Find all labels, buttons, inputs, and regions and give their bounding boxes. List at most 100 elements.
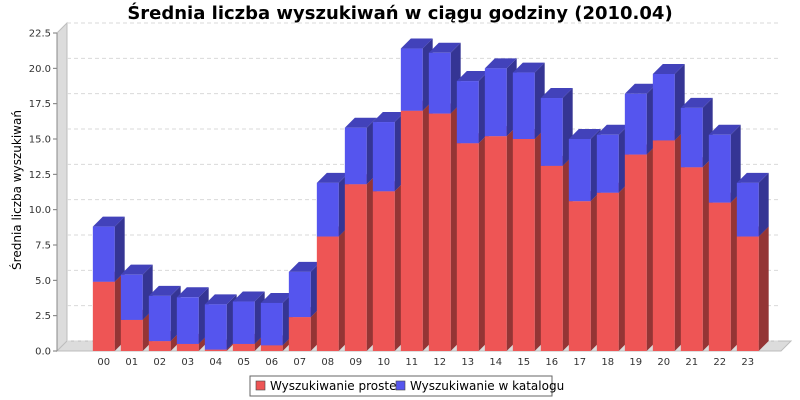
bar-catalog-01-top xyxy=(120,264,153,275)
bar-catalog-18-top xyxy=(596,124,629,135)
bar-catalog-16-top xyxy=(540,88,573,99)
bar-catalog-06-top xyxy=(260,292,293,303)
bar-simple-00 xyxy=(92,281,115,351)
bar-simple-18 xyxy=(596,192,619,351)
bar-catalog-22 xyxy=(708,134,731,203)
bar-catalog-22-top xyxy=(708,124,741,135)
y-tick-label: 10.0 xyxy=(29,205,51,216)
x-tick-label: 04 xyxy=(209,357,222,368)
x-tick-label: 17 xyxy=(573,357,586,368)
bar-catalog-14 xyxy=(484,68,507,137)
bar-simple-13 xyxy=(456,143,479,351)
bar-catalog-05-top xyxy=(232,291,265,302)
bar-catalog-10-top xyxy=(372,112,405,123)
x-tick-label: 03 xyxy=(181,357,194,368)
bar-simple-07 xyxy=(288,317,311,351)
bar-simple-19 xyxy=(624,154,647,351)
legend-swatch-simple xyxy=(255,380,266,391)
bar-catalog-12-top xyxy=(428,42,461,53)
bar-catalog-23 xyxy=(736,182,759,237)
bar-catalog-20-top xyxy=(652,63,685,74)
bar-catalog-15 xyxy=(512,72,535,139)
bar-catalog-20 xyxy=(652,73,675,141)
bar-catalog-17 xyxy=(568,139,591,202)
bar-catalog-07 xyxy=(288,271,311,318)
bar-simple-06 xyxy=(260,345,283,351)
x-tick-label: 12 xyxy=(433,357,446,368)
bar-simple-02 xyxy=(148,341,171,351)
legend-label-simple: Wyszukiwanie proste xyxy=(270,379,396,393)
plot-area: 0.0 2.5 5.0 7.5 10.0 12.5 15.0 17.5 20.0 22.5 00 01… xyxy=(29,21,793,368)
x-tick-label: 02 xyxy=(153,357,166,368)
y-tick-label: 17.5 xyxy=(29,99,51,110)
y-tick-label: 12.5 xyxy=(29,170,51,181)
bar-catalog-10 xyxy=(372,122,395,192)
bar-catalog-19-top xyxy=(624,83,657,94)
bar-catalog-23-top xyxy=(736,172,769,183)
bar-catalog-07-top xyxy=(288,261,321,272)
bar-catalog-05 xyxy=(232,301,255,344)
bar-catalog-02-top xyxy=(148,285,181,296)
bar-catalog-04-top xyxy=(204,294,237,305)
bar-catalog-13-top xyxy=(456,71,489,82)
y-tick-label: 0.0 xyxy=(35,347,51,358)
x-tick-label: 22 xyxy=(713,357,726,368)
x-tick-label: 15 xyxy=(517,357,530,368)
x-tick-label: 07 xyxy=(293,357,306,368)
bar-catalog-04 xyxy=(204,304,227,350)
y-tick-label: 2.5 xyxy=(35,311,51,322)
bar-simple-14 xyxy=(484,136,507,351)
bar-catalog-08 xyxy=(316,182,339,237)
y-tick-label: 22.5 xyxy=(29,29,51,40)
x-tick-label: 06 xyxy=(265,357,278,368)
x-tick-label: 11 xyxy=(405,357,418,368)
x-tick-label: 23 xyxy=(741,357,754,368)
bar-simple-09 xyxy=(344,184,367,351)
bar-catalog-06 xyxy=(260,302,283,346)
x-tick-label: 19 xyxy=(629,357,642,368)
bar-catalog-13 xyxy=(456,81,479,144)
chart-title: Średnia liczba wyszukiwań w ciągu godzin… xyxy=(127,2,672,24)
bar-catalog-23-side xyxy=(758,172,769,237)
bar-catalog-11-top xyxy=(400,38,433,49)
y-axis-label: Średnia liczba wyszukiwań xyxy=(9,110,24,270)
bar-simple-11 xyxy=(400,110,423,351)
bar-simple-20 xyxy=(652,140,675,351)
bar-catalog-03-top xyxy=(176,287,209,298)
bar-catalog-00-top xyxy=(92,216,125,227)
bar-simple-08 xyxy=(316,236,339,351)
bar-catalog-01 xyxy=(120,274,143,320)
x-tick-label: 10 xyxy=(377,357,390,368)
bar-catalog-03 xyxy=(176,297,199,344)
bar-simple-16 xyxy=(540,165,563,351)
x-tick-label: 13 xyxy=(461,357,474,368)
bar-simple-17 xyxy=(568,201,591,351)
bar-catalog-09 xyxy=(344,127,367,185)
x-tick-label: 16 xyxy=(545,357,558,368)
bar-catalog-14-top xyxy=(484,58,517,69)
bar-simple-23 xyxy=(736,236,759,351)
bar-simple-12 xyxy=(428,113,451,351)
x-tick-label: 18 xyxy=(601,357,614,368)
bar-simple-01 xyxy=(120,319,143,351)
bar-simple-05 xyxy=(232,343,255,351)
legend: Wyszukiwanie proste Wyszukiwanie w katalo… xyxy=(249,375,564,397)
x-tick-label: 00 xyxy=(97,357,110,368)
legend-label-catalog: Wyszukiwanie w katalogu xyxy=(410,379,564,393)
x-tick-label: 09 xyxy=(349,357,362,368)
bar-catalog-00-side xyxy=(114,216,125,282)
x-tick-label: 08 xyxy=(321,357,334,368)
bar-simple-10 xyxy=(372,191,395,351)
bar-catalog-09-top xyxy=(344,117,377,128)
y-tick-label: 20.0 xyxy=(29,64,51,75)
bar-catalog-21-top xyxy=(680,97,713,108)
x-tick-label: 21 xyxy=(685,357,698,368)
y-tick-label: 7.5 xyxy=(35,241,51,252)
x-tick-label: 01 xyxy=(125,357,138,368)
bar-catalog-12 xyxy=(428,52,451,114)
bar-catalog-08-top xyxy=(316,172,349,183)
bar-simple-15 xyxy=(512,139,535,351)
bar-simple-03 xyxy=(176,343,199,351)
